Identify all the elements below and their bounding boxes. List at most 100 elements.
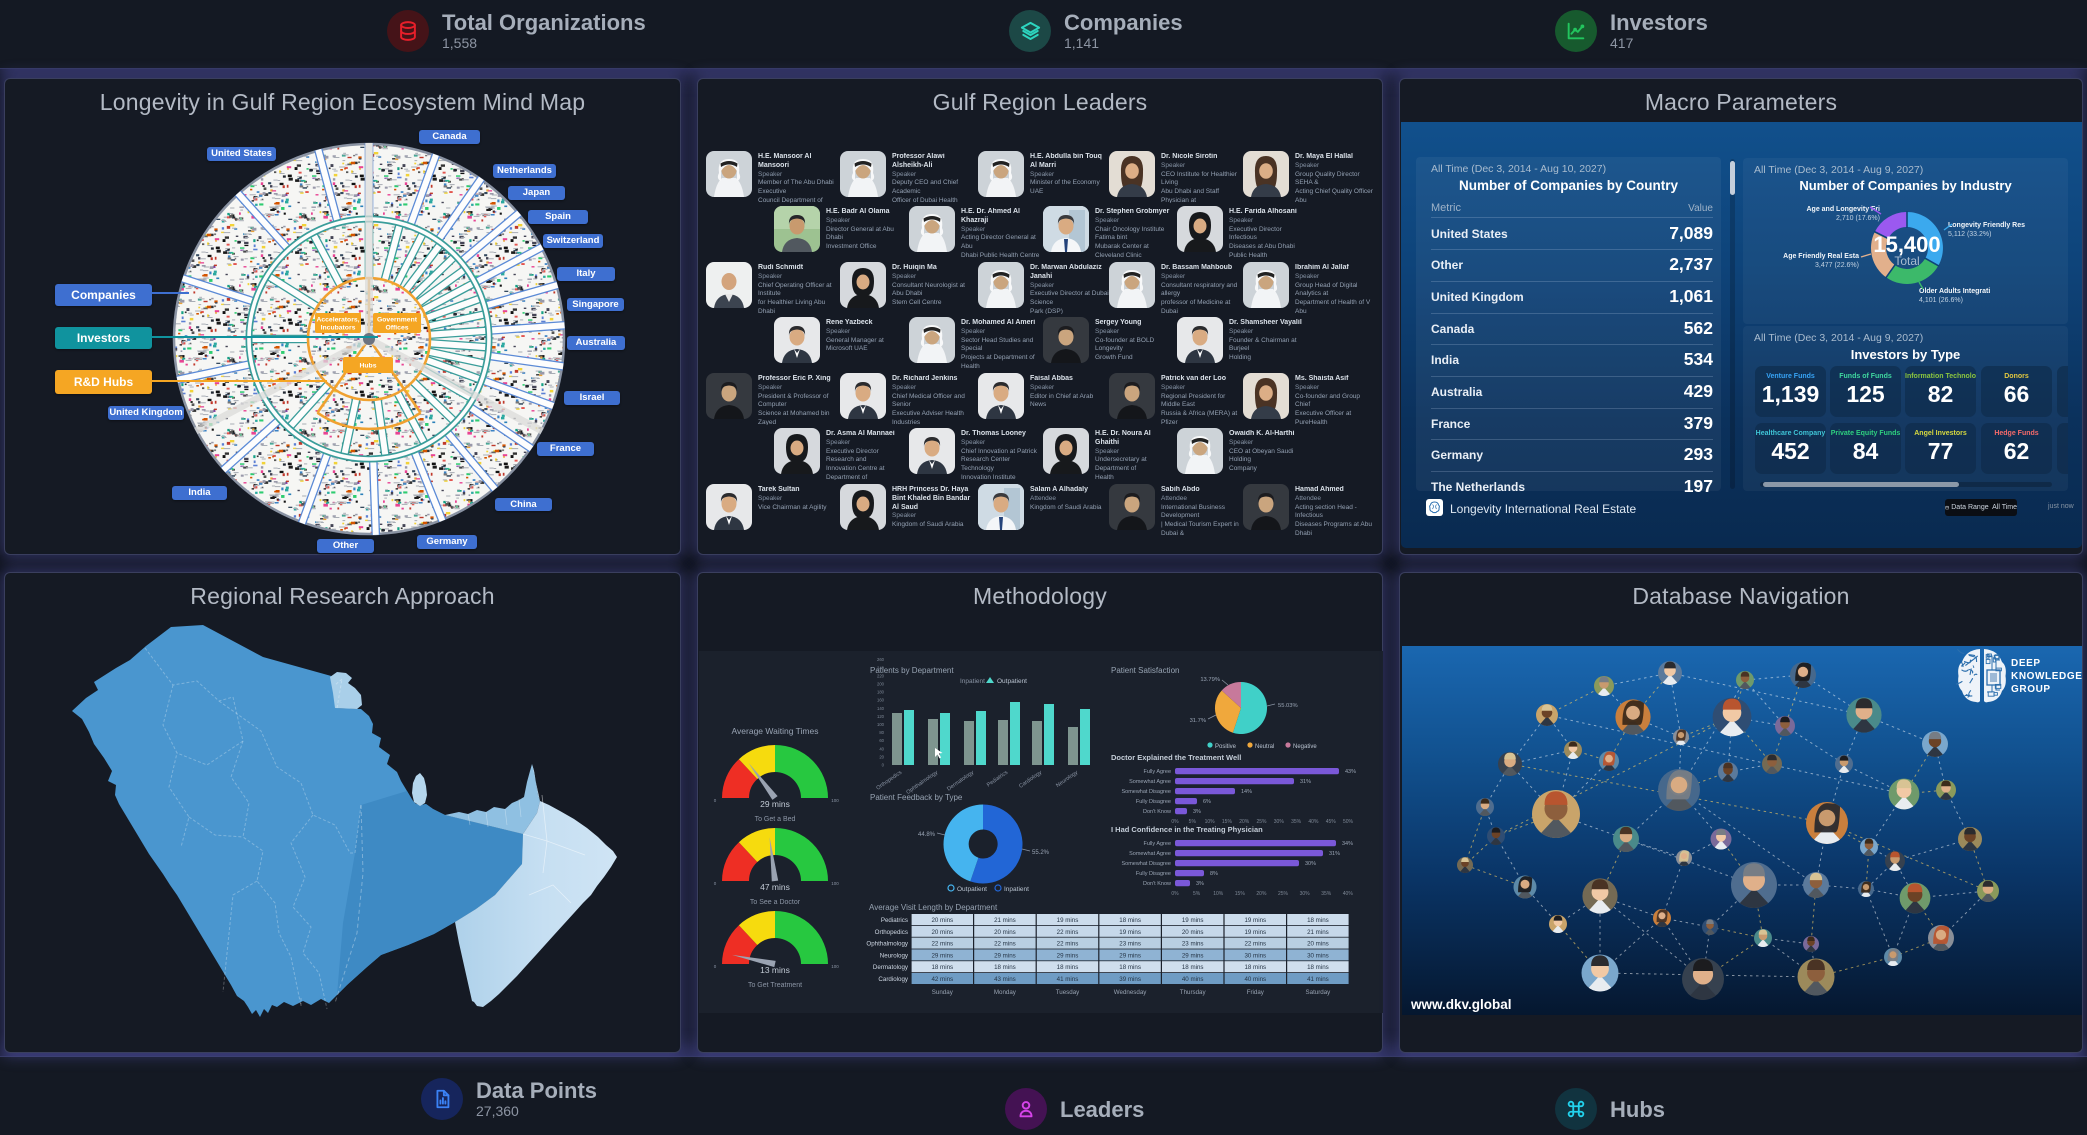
svg-text:25%: 25% (1278, 891, 1289, 897)
svg-text:Patients by Department: Patients by Department (870, 666, 954, 675)
svg-text:21 mins: 21 mins (1307, 929, 1329, 936)
svg-text:Dermatology: Dermatology (946, 770, 975, 793)
svg-text:15%: 15% (1235, 891, 1246, 897)
svg-text:160: 160 (877, 698, 885, 703)
svg-text:Hubs: Hubs (360, 362, 377, 369)
svg-text:22 mins: 22 mins (994, 941, 1016, 948)
svg-text:Thursday: Thursday (1180, 989, 1207, 996)
svg-text:31%: 31% (1329, 851, 1340, 857)
svg-text:Average Visit Length by Depart: Average Visit Length by Department (869, 903, 998, 912)
svg-text:I Had Confidence in the Treati: I Had Confidence in the Treating Physici… (1111, 825, 1263, 834)
svg-text:20 mins: 20 mins (994, 929, 1016, 936)
svg-text:Cardiology: Cardiology (878, 976, 908, 983)
svg-text:18 mins: 18 mins (994, 964, 1016, 971)
svg-text:To Get a Bed: To Get a Bed (755, 816, 796, 823)
svg-text:6%: 6% (1203, 799, 1211, 805)
svg-text:55.03%: 55.03% (1278, 703, 1298, 709)
svg-text:Neurology: Neurology (1055, 770, 1079, 789)
svg-text:To Get Treatment: To Get Treatment (748, 982, 802, 989)
svg-text:Inpatient: Inpatient (960, 678, 985, 685)
svg-text:Neutral: Neutral (1255, 744, 1274, 750)
svg-text:43 mins: 43 mins (994, 976, 1016, 983)
svg-text:Incubators: Incubators (321, 325, 356, 332)
svg-text:45%: 45% (1326, 819, 1337, 825)
svg-text:Orthopedics: Orthopedics (875, 770, 903, 792)
svg-text:To See a Doctor: To See a Doctor (750, 899, 801, 906)
svg-text:29 mins: 29 mins (1119, 952, 1141, 959)
svg-text:100: 100 (831, 964, 839, 969)
svg-text:Fully Disagree: Fully Disagree (1136, 799, 1171, 805)
svg-text:Somewhat Agree: Somewhat Agree (1129, 779, 1171, 785)
svg-text:29 mins: 29 mins (1182, 952, 1204, 959)
svg-text:Somewhat Disagree: Somewhat Disagree (1121, 789, 1171, 795)
svg-text:30 mins: 30 mins (1307, 952, 1329, 959)
svg-text:0: 0 (882, 763, 885, 768)
svg-text:40%: 40% (1343, 891, 1354, 897)
svg-text:100: 100 (877, 722, 885, 727)
svg-text:18 mins: 18 mins (1244, 964, 1266, 971)
svg-text:40: 40 (879, 746, 884, 751)
svg-text:260: 260 (877, 657, 885, 662)
svg-text:Orthopedics: Orthopedics (875, 929, 908, 936)
svg-text:40 mins: 40 mins (1244, 976, 1266, 983)
svg-text:35%: 35% (1291, 819, 1302, 825)
svg-text:Tuesday: Tuesday (1056, 989, 1080, 996)
svg-text:Patient Feedback by Type: Patient Feedback by Type (870, 793, 963, 802)
svg-text:Cardiology: Cardiology (1018, 770, 1043, 790)
svg-text:Government: Government (377, 316, 418, 323)
svg-text:13.79%: 13.79% (1200, 677, 1220, 683)
svg-text:220: 220 (877, 673, 885, 678)
svg-text:10%: 10% (1205, 819, 1216, 825)
svg-text:200: 200 (877, 682, 885, 687)
svg-text:0%: 0% (1171, 891, 1179, 897)
svg-text:44.8%: 44.8% (918, 832, 936, 838)
svg-text:80: 80 (879, 730, 884, 735)
svg-text:Fully Agree: Fully Agree (1143, 841, 1171, 847)
svg-text:20: 20 (879, 754, 884, 759)
svg-text:13 mins: 13 mins (760, 965, 790, 975)
svg-text:0: 0 (714, 798, 717, 803)
svg-text:Monday: Monday (994, 989, 1017, 996)
svg-text:20 mins: 20 mins (931, 917, 953, 924)
svg-text:30 mins: 30 mins (1244, 952, 1266, 959)
svg-text:20 mins: 20 mins (931, 929, 953, 936)
svg-text:18 mins: 18 mins (1119, 917, 1141, 924)
svg-text:18 mins: 18 mins (931, 964, 953, 971)
svg-text:43%: 43% (1345, 769, 1356, 775)
svg-text:Dermatology: Dermatology (873, 964, 909, 971)
svg-text:14%: 14% (1241, 789, 1252, 795)
svg-text:Wednesday: Wednesday (1114, 989, 1147, 996)
svg-text:22 mins: 22 mins (1057, 941, 1079, 948)
svg-text:29 mins: 29 mins (994, 952, 1016, 959)
svg-text:18 mins: 18 mins (1307, 964, 1329, 971)
svg-text:0%: 0% (1171, 819, 1179, 825)
svg-text:Offices: Offices (385, 325, 408, 332)
svg-text:18 mins: 18 mins (1182, 964, 1204, 971)
svg-text:Saturday: Saturday (1306, 989, 1332, 996)
svg-text:Accelerators,: Accelerators, (316, 316, 359, 323)
svg-text:34%: 34% (1342, 841, 1353, 847)
svg-text:21 mins: 21 mins (994, 917, 1016, 924)
svg-text:100: 100 (831, 798, 839, 803)
svg-text:Don't Know: Don't Know (1143, 809, 1171, 815)
svg-text:30%: 30% (1300, 891, 1311, 897)
svg-text:41 mins: 41 mins (1307, 976, 1329, 983)
svg-text:5%: 5% (1189, 819, 1197, 825)
svg-text:31%: 31% (1300, 779, 1311, 785)
svg-text:39 mins: 39 mins (1119, 976, 1141, 983)
svg-text:Fully Agree: Fully Agree (1143, 769, 1171, 775)
svg-text:180: 180 (877, 690, 885, 695)
svg-text:Somewhat Agree: Somewhat Agree (1129, 851, 1171, 857)
svg-text:41 mins: 41 mins (1057, 976, 1079, 983)
svg-text:100: 100 (831, 881, 839, 886)
svg-text:Pediatrics: Pediatrics (986, 770, 1009, 789)
svg-text:29 mins: 29 mins (760, 799, 790, 809)
svg-text:29 mins: 29 mins (1057, 952, 1079, 959)
svg-text:Doctor Explained the Treatment: Doctor Explained the Treatment Well (1111, 753, 1241, 762)
svg-text:0: 0 (714, 964, 717, 969)
svg-text:19 mins: 19 mins (1244, 917, 1266, 924)
svg-text:3%: 3% (1193, 809, 1201, 815)
svg-text:Average Waiting Times: Average Waiting Times (732, 726, 819, 736)
svg-text:23 mins: 23 mins (1182, 941, 1204, 948)
svg-text:35%: 35% (1321, 891, 1332, 897)
